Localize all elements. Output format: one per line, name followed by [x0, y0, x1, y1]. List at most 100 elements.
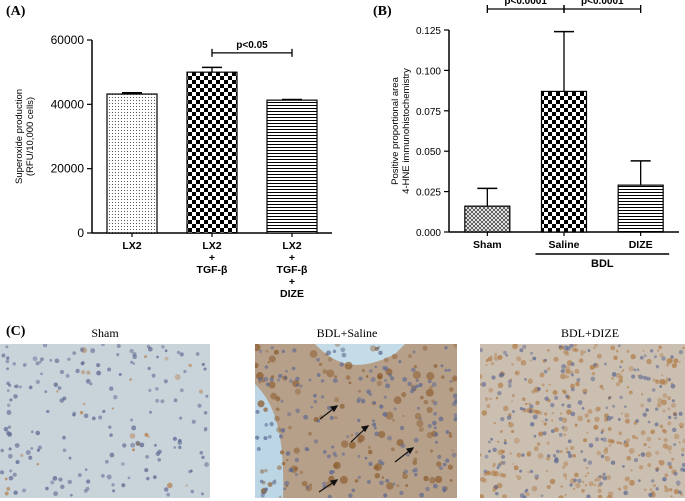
- nucleus: [506, 415, 512, 420]
- stain-granule: [547, 348, 550, 352]
- nucleus: [537, 387, 541, 391]
- stain-granule: [669, 358, 674, 363]
- nucleus: [678, 490, 682, 494]
- nucleus: [161, 345, 165, 349]
- stain-granule: [673, 488, 680, 495]
- nucleus: [264, 487, 268, 492]
- nucleus: [177, 440, 183, 445]
- x-tick-label: LX2: [122, 240, 141, 252]
- nucleus: [15, 460, 20, 465]
- nucleus: [567, 453, 573, 459]
- nucleus: [561, 403, 565, 407]
- nucleus: [497, 463, 502, 467]
- nucleus: [45, 486, 49, 491]
- chart-a: 0 20000 40000 60000 Superoxide production (RF…: [14, 33, 332, 300]
- significance-label: p<0.0001: [581, 0, 624, 7]
- stain-granule: [665, 363, 670, 367]
- stain-granule: [628, 365, 634, 372]
- nucleus: [280, 399, 284, 403]
- nucleus: [530, 351, 533, 355]
- stain-granule: [164, 356, 169, 361]
- stain-granule: [481, 410, 488, 416]
- stain-granule: [622, 369, 625, 372]
- stain-granule: [299, 470, 304, 475]
- nucleus: [106, 474, 112, 480]
- stain-granule: [570, 383, 575, 389]
- nucleus: [554, 456, 559, 461]
- nucleus: [368, 369, 373, 373]
- stain-granule: [499, 472, 504, 478]
- stain-granule: [348, 441, 356, 449]
- stain-granule: [367, 445, 371, 449]
- stain-granule: [663, 437, 668, 443]
- nucleus: [83, 413, 89, 419]
- stain-granule: [625, 443, 629, 447]
- nucleus: [645, 408, 649, 412]
- nucleus: [533, 434, 537, 438]
- stain-granule: [482, 478, 487, 483]
- stain-granule: [586, 431, 589, 434]
- nucleus: [201, 455, 205, 460]
- stain-granule: [678, 441, 681, 444]
- nucleus: [203, 428, 207, 432]
- nucleus: [295, 376, 300, 382]
- nucleus: [256, 447, 261, 451]
- stain-granule: [386, 482, 394, 490]
- stain-granule: [423, 475, 429, 482]
- stain-granule: [405, 484, 409, 487]
- nucleus: [500, 416, 505, 422]
- y-tick-label: 60000: [51, 33, 85, 47]
- nucleus: [190, 489, 195, 494]
- stain-granule: [480, 476, 486, 482]
- stain-granule: [629, 479, 635, 486]
- nucleus: [492, 447, 497, 453]
- stain-granule: [577, 415, 584, 422]
- stain-granule: [617, 487, 622, 491]
- nucleus: [77, 473, 82, 477]
- stain-granule: [423, 399, 429, 405]
- nucleus: [122, 443, 127, 448]
- stain-granule: [549, 478, 556, 485]
- nucleus: [13, 394, 18, 399]
- nucleus: [289, 379, 293, 383]
- nucleus: [327, 405, 332, 411]
- nucleus: [400, 443, 406, 449]
- nucleus: [378, 350, 383, 356]
- nucleus: [22, 488, 27, 493]
- nucleus: [53, 491, 59, 497]
- stain-granule: [412, 371, 421, 380]
- stain-granule: [564, 494, 567, 497]
- nucleus: [72, 413, 76, 417]
- nucleus: [608, 396, 612, 400]
- nucleus: [151, 373, 156, 378]
- stain-granule: [539, 372, 545, 378]
- nucleus: [440, 364, 444, 368]
- nucleus: [334, 453, 338, 458]
- nucleus: [204, 462, 209, 467]
- stain-granule: [647, 463, 652, 468]
- stain-granule: [378, 430, 386, 439]
- stain-granule: [414, 412, 422, 420]
- stain-granule: [497, 382, 504, 389]
- stain-granule: [562, 473, 568, 478]
- nucleus: [205, 394, 209, 398]
- y-tick-label: 0.100: [416, 66, 441, 77]
- stain-granule: [662, 393, 668, 399]
- stain-granule: [435, 475, 443, 483]
- stain-granule: [292, 379, 300, 388]
- nucleus: [487, 440, 491, 444]
- stain-granule: [448, 431, 452, 435]
- y-tick-label: 0.125: [416, 26, 441, 37]
- nucleus: [593, 363, 597, 367]
- nucleus: [491, 375, 496, 380]
- stain-granule: [585, 466, 589, 470]
- nucleus: [85, 378, 91, 384]
- nucleus: [40, 372, 43, 376]
- x-tick-label: Saline: [549, 239, 580, 251]
- stain-granule: [572, 453, 577, 458]
- y-tick-label: 0.050: [416, 147, 441, 158]
- nucleus: [40, 357, 44, 362]
- stain-granule: [680, 447, 685, 452]
- nucleus: [433, 432, 439, 437]
- stain-granule: [582, 438, 587, 443]
